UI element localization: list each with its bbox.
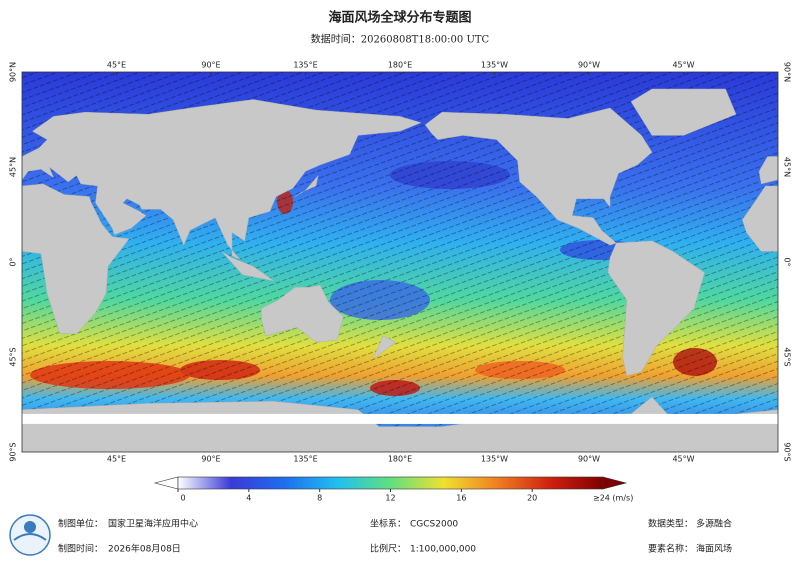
colorbar-max-arrow: [602, 476, 628, 490]
label: 数据类型：: [648, 518, 693, 530]
landmass: [424, 107, 653, 246]
lat-label: 90°N: [9, 62, 18, 82]
colorbar-tick-label: 8: [317, 494, 322, 503]
value: 国家卫星海洋应用中心: [108, 518, 198, 530]
value: 多源融合: [696, 518, 732, 530]
subtitle: 数据时间：20260808T18:00:00 UTC: [311, 33, 490, 46]
landmass: [758, 156, 778, 185]
lon-label: 90°E: [201, 455, 220, 464]
lat-label: 90°S: [783, 442, 792, 461]
landmass: [630, 88, 737, 136]
lon-label: 180°E: [388, 61, 412, 70]
lat-label: 45°S: [9, 347, 18, 366]
logo: [9, 514, 51, 556]
landmass: [607, 240, 705, 377]
colorbar-tick-label: 20: [527, 494, 537, 503]
value: 2026年08月08日: [108, 543, 181, 555]
label: 比例尺：: [370, 543, 406, 555]
lon-label: 45°E: [107, 455, 126, 464]
colorbar-tick-label: 16: [456, 494, 466, 503]
colorbar-tick-label: 0: [180, 494, 185, 503]
landmass: [742, 185, 778, 252]
lon-label: 90°E: [201, 61, 220, 70]
lat-label: 45°S: [783, 347, 792, 366]
landmass: [294, 174, 319, 197]
map: [22, 72, 778, 452]
lon-label: 90°W: [578, 61, 600, 70]
landmass: [372, 335, 397, 360]
label: 坐标系：: [370, 518, 406, 530]
lat-label: 45°N: [9, 157, 18, 177]
colorbar: [177, 476, 604, 490]
lat-label: 90°S: [9, 442, 18, 461]
lon-label: 135°W: [481, 61, 508, 70]
lon-label: 45°W: [672, 455, 694, 464]
lat-label: 45°N: [783, 157, 792, 177]
landmass: [221, 251, 275, 282]
lon-label: 135°E: [293, 61, 317, 70]
lon-label: 45°W: [672, 61, 694, 70]
colorbar-tick-label: 12: [385, 494, 395, 503]
lon-label: 135°W: [481, 455, 508, 464]
label: 制图时间：: [58, 543, 103, 555]
title: 海面风场全球分布专题图: [328, 10, 471, 26]
lat-label: 0°: [783, 257, 792, 266]
landmass: [261, 284, 344, 343]
landmass: [22, 99, 422, 261]
value: CGCS2000: [410, 520, 458, 530]
colorbar-max-label: ≥24 (m/s): [593, 494, 633, 503]
colorbar-tick-label: 4: [246, 494, 251, 503]
lat-label: 0°: [9, 257, 18, 266]
lon-label: 45°E: [107, 61, 126, 70]
lon-label: 90°W: [578, 455, 600, 464]
value: 1:100,000,000: [410, 545, 476, 555]
value: 海面风场: [696, 543, 732, 555]
lon-label: 180°E: [388, 455, 412, 464]
label: 制图单位：: [58, 518, 103, 530]
lon-label: 135°E: [293, 455, 317, 464]
label: 要素名称：: [648, 543, 693, 555]
landmass: [22, 183, 130, 334]
ice: [22, 413, 778, 424]
land: [22, 88, 778, 452]
lat-label: 90°N: [783, 62, 792, 82]
colorbar-min-arrow: [153, 476, 179, 490]
